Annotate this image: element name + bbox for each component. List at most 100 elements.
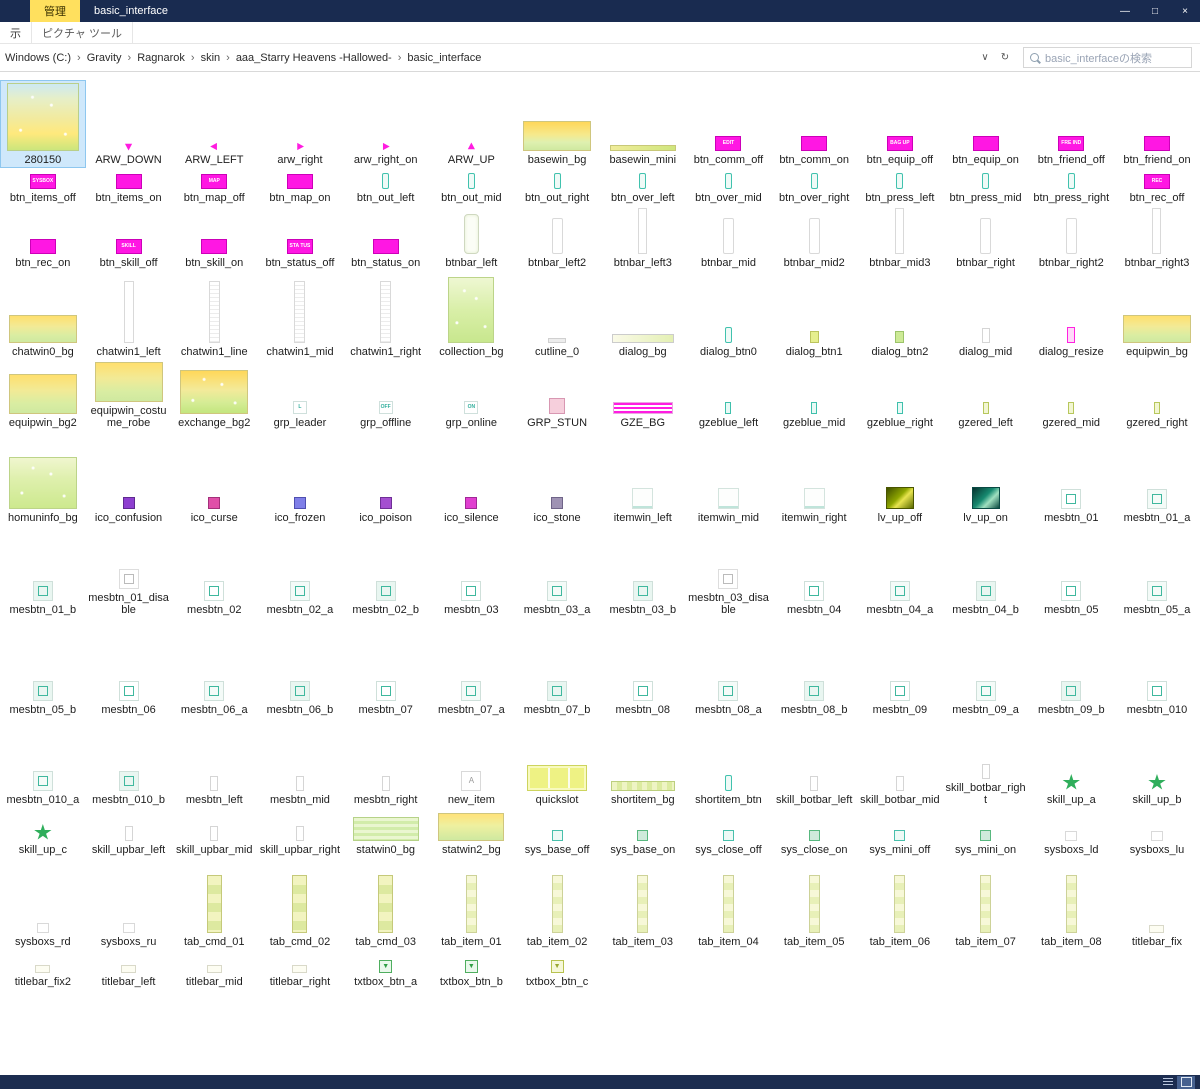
file-tile[interactable]: tab_cmd_01	[171, 858, 257, 950]
file-tile[interactable]: mesbtn_03	[429, 526, 515, 618]
file-tile[interactable]: ico_confusion	[86, 426, 172, 526]
file-tile[interactable]: 280150	[0, 80, 86, 168]
file-tile[interactable]: statwin2_bg	[429, 808, 515, 858]
file-tile[interactable]: gzeblue_right	[857, 360, 943, 431]
file-tile[interactable]: mesbtn_08_a	[686, 618, 772, 718]
file-tile[interactable]: dialog_btn1	[771, 270, 857, 360]
file-tile[interactable]: chatwin1_line	[171, 270, 257, 360]
file-tile[interactable]: btn_map_on	[257, 168, 343, 206]
file-tile[interactable]: btn_out_left	[343, 168, 429, 206]
file-tile[interactable]: btn_comm_on	[771, 80, 857, 168]
manage-ribbon-tab[interactable]: 管理	[30, 0, 80, 22]
file-tile[interactable]: sys_base_off	[514, 808, 600, 858]
file-tile[interactable]: mesbtn_05_b	[0, 618, 86, 718]
breadcrumb-segment[interactable]: basic_interface	[407, 51, 482, 64]
file-tile[interactable]: gzeblue_mid	[771, 360, 857, 431]
file-tile[interactable]: chatwin1_right	[343, 270, 429, 360]
tab-picture-tools[interactable]: ピクチャ ツール	[32, 22, 133, 43]
file-tile[interactable]: btn_skill_on	[171, 206, 257, 271]
file-tile[interactable]: skill_botbar_right	[943, 718, 1029, 808]
file-tile[interactable]: shortitem_btn	[686, 718, 772, 808]
file-tile[interactable]: mesbtn_left	[171, 718, 257, 808]
file-tile[interactable]: sys_close_on	[771, 808, 857, 858]
file-tile[interactable]: mesbtn_08_b	[771, 618, 857, 718]
file-tile[interactable]: btn_rec_on	[0, 206, 86, 271]
file-tile[interactable]: dialog_bg	[600, 270, 686, 360]
file-tile[interactable]: btn_press_left	[857, 168, 943, 206]
file-tile[interactable]: chatwin0_bg	[0, 270, 86, 360]
file-tile[interactable]: sys_mini_off	[857, 808, 943, 858]
refresh-icon[interactable]: ↻	[1000, 52, 1010, 63]
file-tile[interactable]: ARW_LEFT	[171, 80, 257, 168]
file-tile[interactable]: tab_item_01	[429, 858, 515, 950]
file-tile[interactable]: quickslot	[514, 718, 600, 808]
file-tile[interactable]: btn_over_left	[600, 168, 686, 206]
file-tile[interactable]: tab_item_02	[514, 858, 600, 950]
file-tile[interactable]: mesbtn_06_a	[171, 618, 257, 718]
file-tile[interactable]: gzeblue_left	[686, 360, 772, 431]
file-tile[interactable]: sysboxs_ru	[86, 858, 172, 950]
address-dropdown-icon[interactable]: ∨	[981, 52, 989, 63]
file-tile[interactable]: itemwin_right	[771, 426, 857, 526]
file-tile[interactable]: cutline_0	[514, 270, 600, 360]
thumbnail-view-icon[interactable]	[1177, 1075, 1195, 1089]
file-tile[interactable]: btn_status_on	[343, 206, 429, 271]
file-tile[interactable]: btnbar_mid3	[857, 206, 943, 271]
breadcrumb-segment[interactable]: Gravity	[86, 51, 122, 64]
file-tile[interactable]: skill_botbar_left	[771, 718, 857, 808]
file-tile[interactable]: statwin0_bg	[343, 808, 429, 858]
file-tile[interactable]: mesbtn_04_b	[943, 526, 1029, 618]
file-tile[interactable]: ▼ txtbox_btn_a	[343, 950, 429, 990]
breadcrumb-segment[interactable]: Windows (C:)	[5, 51, 72, 64]
file-tile[interactable]: mesbtn_03_b	[600, 526, 686, 618]
file-tile[interactable]: btn_over_mid	[686, 168, 772, 206]
file-tile[interactable]: mesbtn_05_a	[1114, 526, 1200, 618]
file-tile[interactable]: dialog_btn0	[686, 270, 772, 360]
file-tile[interactable]: skill_botbar_mid	[857, 718, 943, 808]
file-tile[interactable]: ico_poison	[343, 426, 429, 526]
file-tile[interactable]: btn_press_right	[1028, 168, 1114, 206]
file-tile[interactable]: btnbar_mid2	[771, 206, 857, 271]
file-tile[interactable]: mesbtn_mid	[257, 718, 343, 808]
file-tile[interactable]: titlebar_mid	[171, 950, 257, 990]
maximize-button[interactable]: □	[1151, 5, 1159, 17]
file-tile[interactable]: basewin_bg	[514, 80, 600, 168]
file-tile[interactable]: tab_item_04	[686, 858, 772, 950]
file-tile[interactable]: equipwin_bg	[1114, 270, 1200, 360]
file-tile[interactable]: titlebar_right	[257, 950, 343, 990]
file-tile[interactable]: mesbtn_04	[771, 526, 857, 618]
file-tile[interactable]: ico_stone	[514, 426, 600, 526]
file-tile[interactable]: mesbtn_03_a	[514, 526, 600, 618]
file-tile[interactable]: tab_item_07	[943, 858, 1029, 950]
file-tile[interactable]: GRP_STUN	[514, 360, 600, 431]
file-tile[interactable]: mesbtn_010_a	[0, 718, 86, 808]
file-tile[interactable]: mesbtn_right	[343, 718, 429, 808]
file-tile[interactable]: btn_out_right	[514, 168, 600, 206]
file-tile[interactable]: btnbar_left	[429, 206, 515, 271]
file-tile[interactable]: btnbar_left2	[514, 206, 600, 271]
file-tile[interactable]: btn_friend_on	[1114, 80, 1200, 168]
file-tile[interactable]: skill_up_c	[0, 808, 86, 858]
file-tile[interactable]: sys_base_on	[600, 808, 686, 858]
file-tile[interactable]: mesbtn_05	[1028, 526, 1114, 618]
close-button[interactable]: ×	[1182, 5, 1188, 17]
file-tile[interactable]: OFF grp_offline	[343, 360, 429, 431]
file-tile[interactable]: ARW_DOWN	[86, 80, 172, 168]
file-tile[interactable]: btnbar_left3	[600, 206, 686, 271]
file-tile[interactable]: btnbar_right	[943, 206, 1029, 271]
file-tile[interactable]: btn_over_right	[771, 168, 857, 206]
file-tile[interactable]: equipwin_costume_robe	[86, 360, 172, 431]
file-tile[interactable]: mesbtn_04_a	[857, 526, 943, 618]
file-tile[interactable]: itemwin_mid	[686, 426, 772, 526]
file-tile[interactable]: mesbtn_02_a	[257, 526, 343, 618]
file-tile[interactable]: SKILL btn_skill_off	[86, 206, 172, 271]
file-tile[interactable]: ARW_UP	[429, 80, 515, 168]
search-box[interactable]: basic_interfaceの検索	[1023, 47, 1192, 68]
file-tile[interactable]: chatwin1_mid	[257, 270, 343, 360]
file-tile[interactable]: mesbtn_01_b	[0, 526, 86, 618]
file-tile[interactable]: mesbtn_07_b	[514, 618, 600, 718]
file-tile[interactable]: mesbtn_07_a	[429, 618, 515, 718]
file-tile[interactable]: btnbar_right3	[1114, 206, 1200, 271]
